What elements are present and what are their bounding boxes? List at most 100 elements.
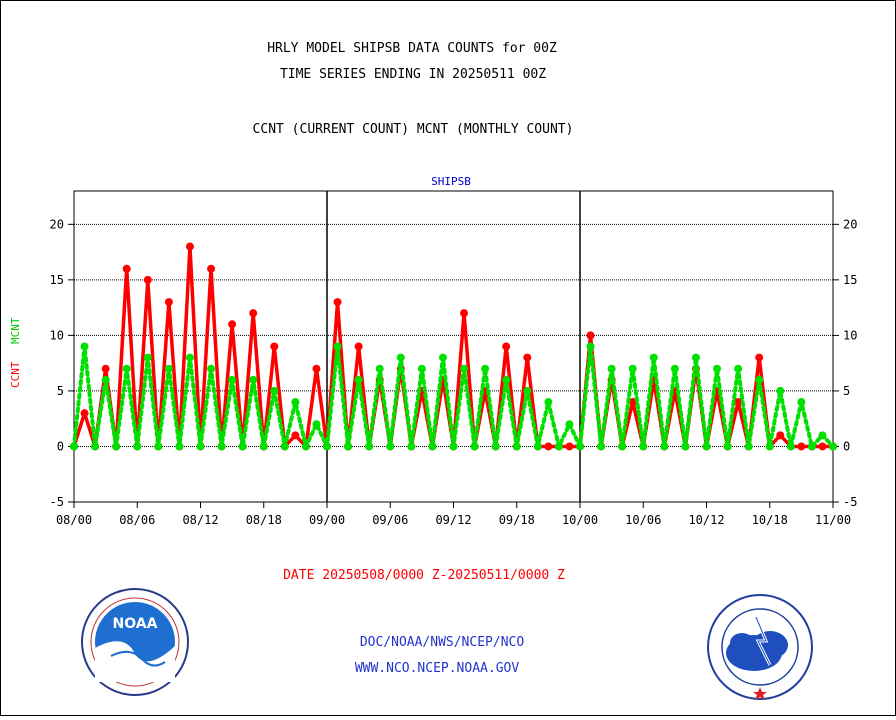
noaa-logo: NOAA bbox=[81, 588, 189, 696]
mcnt-data-point bbox=[576, 442, 584, 451]
y-tick-label-right: 20 bbox=[843, 217, 857, 231]
mcnt-data-point bbox=[396, 353, 405, 362]
y-tick-label-right: 0 bbox=[843, 439, 850, 453]
mcnt-data-point bbox=[586, 342, 595, 351]
mcnt-data-point bbox=[112, 442, 121, 451]
mcnt-data-point bbox=[407, 442, 416, 451]
y-tick-label-right: 5 bbox=[843, 384, 850, 398]
y-tick-label-left: 0 bbox=[57, 439, 64, 453]
ccnt-data-point bbox=[523, 353, 532, 362]
mcnt-data-point bbox=[670, 364, 679, 373]
y-axis-label-mcnt: MCNT bbox=[9, 317, 22, 344]
x-tick-label: 08/00 bbox=[56, 513, 92, 527]
x-tick-label: 09/00 bbox=[309, 513, 345, 527]
mcnt-data-point bbox=[122, 364, 131, 373]
ccnt-data-point bbox=[565, 442, 574, 451]
mcnt-data-point bbox=[807, 442, 816, 451]
mcnt-data-point bbox=[512, 442, 521, 451]
y-tick-label-right: -5 bbox=[843, 495, 857, 509]
series-layer bbox=[70, 242, 837, 451]
mcnt-data-point bbox=[491, 442, 500, 451]
mcnt-data-point bbox=[91, 442, 100, 451]
chart-header-line-2: TIME SERIES ENDING IN 20250511 00Z bbox=[280, 67, 546, 82]
noaa-logo-text: NOAA bbox=[113, 616, 158, 632]
ccnt-data-point bbox=[544, 442, 553, 451]
mcnt-data-point bbox=[270, 386, 279, 395]
ccnt-data-point bbox=[818, 442, 827, 451]
x-tick-label: 11/00 bbox=[815, 513, 851, 527]
mcnt-data-point bbox=[80, 342, 89, 351]
mcnt-data-point bbox=[776, 386, 785, 395]
mcnt-data-point bbox=[417, 364, 426, 373]
ccnt-data-point bbox=[354, 342, 363, 351]
ccnt-data-point bbox=[502, 342, 511, 351]
x-tick-label: 09/18 bbox=[499, 513, 535, 527]
x-tick-label: 10/00 bbox=[562, 513, 598, 527]
mcnt-data-point bbox=[185, 353, 194, 362]
mcnt-data-point bbox=[333, 342, 342, 351]
y-tick-label-left: 5 bbox=[57, 384, 64, 398]
mcnt-data-point bbox=[344, 442, 353, 451]
mcnt-data-point bbox=[533, 442, 542, 451]
ccnt-data-point bbox=[628, 398, 637, 407]
mcnt-data-point bbox=[143, 353, 152, 362]
y-tick-label-left: 15 bbox=[50, 273, 64, 287]
mcnt-data-point bbox=[133, 442, 142, 451]
x-tick-label: 10/06 bbox=[625, 513, 661, 527]
mcnt-data-point bbox=[249, 375, 258, 384]
mcnt-data-point bbox=[797, 398, 806, 407]
chart-header-line-1: HRLY MODEL SHIPSB DATA COUNTS for 00Z bbox=[267, 41, 557, 56]
mcnt-data-point bbox=[734, 364, 743, 373]
mcnt-data-point bbox=[660, 442, 669, 451]
ccnt-data-point bbox=[586, 331, 595, 340]
org-label: DOC/NOAA/NWS/NCEP/NCO bbox=[360, 635, 525, 650]
mcnt-data-point bbox=[217, 442, 226, 451]
mcnt-data-point bbox=[291, 398, 300, 407]
mcnt-data-point bbox=[228, 375, 237, 384]
ccnt-data-point bbox=[185, 242, 194, 251]
national-weather-service-logo bbox=[707, 594, 813, 700]
y-tick-labels: 20 20 15 15 10 10 5 5 0 0 -5 -5 bbox=[50, 217, 858, 509]
ccnt-data-point bbox=[80, 409, 89, 418]
mcnt-data-point bbox=[154, 442, 163, 451]
mcnt-data-point bbox=[755, 375, 764, 384]
mcnt-data-point bbox=[639, 442, 648, 451]
mcnt-data-point bbox=[301, 442, 310, 451]
x-tick-label: 08/12 bbox=[182, 513, 218, 527]
mcnt-data-point bbox=[386, 442, 395, 451]
y-axis-label-ccnt: CCNT bbox=[9, 361, 22, 388]
ccnt-data-point bbox=[249, 309, 258, 318]
mcnt-data-point bbox=[438, 353, 447, 362]
y-tick-label-right: 10 bbox=[843, 328, 857, 342]
ccnt-data-point bbox=[122, 264, 131, 273]
mcnt-data-point bbox=[607, 364, 616, 373]
mcnt-data-point bbox=[354, 375, 363, 384]
mcnt-data-point bbox=[481, 364, 490, 373]
mcnt-data-point bbox=[238, 442, 247, 451]
mcnt-data-point bbox=[207, 364, 216, 373]
ccnt-data-point bbox=[776, 431, 785, 440]
mcnt-data-point bbox=[713, 364, 722, 373]
chart-title: SHIPSB bbox=[431, 175, 471, 188]
mcnt-data-point bbox=[375, 364, 384, 373]
ccnt-data-point bbox=[460, 309, 469, 318]
ccnt-data-point bbox=[734, 398, 743, 407]
mcnt-data-point bbox=[365, 442, 374, 451]
mcnt-data-point bbox=[323, 442, 331, 451]
ccnt-data-point bbox=[143, 275, 152, 284]
x-tick-labels: 08/00 08/06 08/12 08/18 09/00 09/06 09/12 09/18… bbox=[56, 513, 851, 527]
ccnt-data-point bbox=[270, 342, 279, 351]
mcnt-data-point bbox=[502, 375, 511, 384]
y-tick-label-left: -5 bbox=[50, 495, 64, 509]
mcnt-data-point bbox=[628, 364, 637, 373]
x-tick-label: 09/06 bbox=[372, 513, 408, 527]
ccnt-series-line bbox=[72, 244, 835, 449]
y-tick-label-left: 10 bbox=[50, 328, 64, 342]
mcnt-data-point bbox=[164, 364, 173, 373]
mcnt-data-point bbox=[523, 386, 532, 395]
mcnt-data-point bbox=[765, 442, 774, 451]
mcnt-data-point bbox=[428, 442, 437, 451]
mcnt-data-point bbox=[70, 442, 78, 451]
